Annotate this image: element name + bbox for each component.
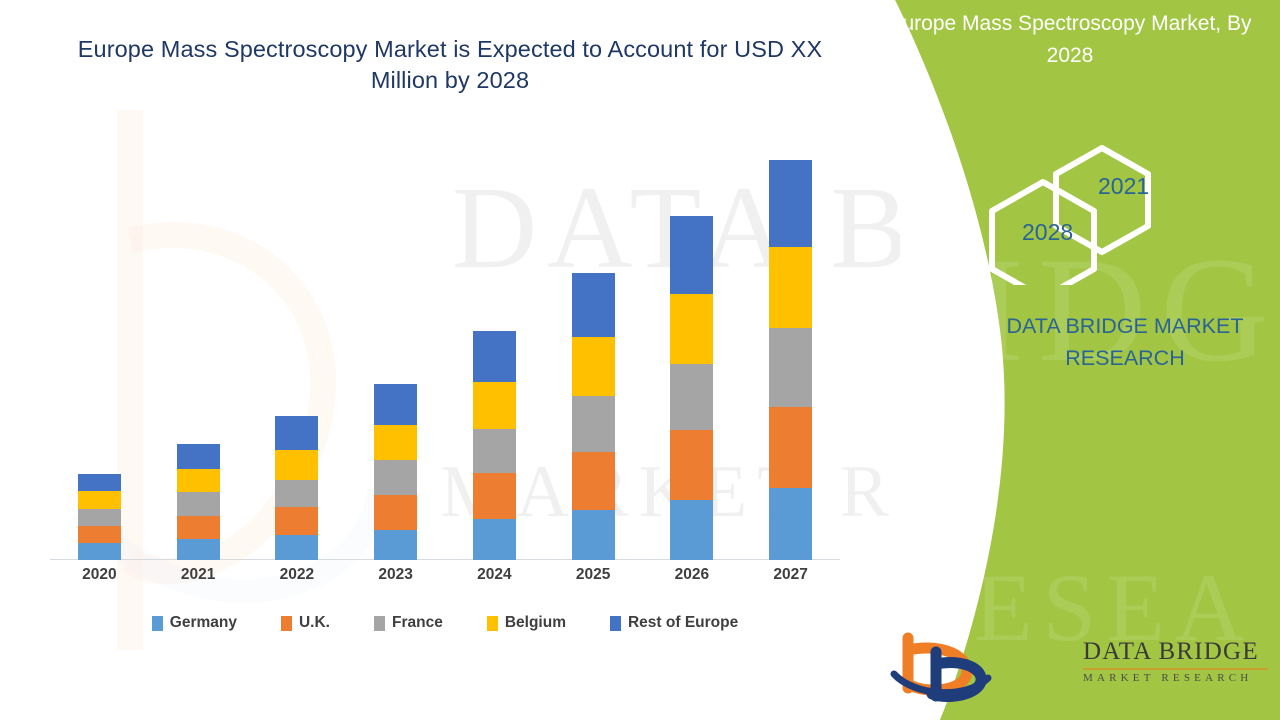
svg-text:RIDGE: RIDGE [860,227,1280,393]
hexagon-2021-icon [1053,145,1151,255]
x-axis-tick-2022: 2022 [279,566,315,583]
brand-name: DATA BRIDGE MARKET RESEARCH [1006,314,1244,370]
bar-segment-germany [374,529,418,560]
bar-segment-france [176,492,220,517]
chart-title: Europe Mass Spectroscopy Market is Expec… [77,36,823,93]
bar-segment-germany [77,542,121,560]
bar-segment-u-k [571,451,615,510]
bar-segment-rest-of-europe [275,416,319,450]
bar-segment-france [374,460,418,495]
bar-segment-rest-of-europe [472,330,516,382]
svg-text:RESEA: RESEA [900,554,1254,661]
bar-column-2025[interactable] [571,272,615,560]
legend-label: Germany [169,614,237,631]
x-axis-labels: 2020 2021 2022 2023 2024 2025 2026 2027 [50,566,840,592]
data-bridge-logo-icon [890,632,992,702]
bar-segment-belgium [769,246,813,329]
green-watermark: RIDGE RESEA [860,227,1280,661]
legend-swatch-icon [373,615,385,631]
bar-segment-u-k [374,494,418,530]
legend-item-belgium[interactable]: Belgium [486,614,566,632]
bar-segment-germany [176,538,220,560]
bar-column-2027[interactable] [769,160,813,560]
logo-text: DATA BRIDGE MARKET RESEARCH [1083,638,1280,684]
x-axis-tick-2024: 2024 [477,566,512,583]
bar-segment-u-k [670,430,714,500]
bar-segment-france [77,508,121,526]
bar-segment-germany [769,488,813,560]
bar-column-2021[interactable] [176,444,220,560]
x-axis-line [50,559,840,560]
hexagon-2028-icon [989,179,1097,285]
bar-segment-belgium [275,449,319,480]
bar-segment-germany [670,499,714,560]
bar-segment-u-k [176,516,220,539]
bar-segment-belgium [571,336,615,396]
bar-segment-u-k [769,406,813,489]
bar-column-2024[interactable] [472,330,516,560]
legend-item-germany[interactable]: Germany [151,614,237,632]
legend-label: Rest of Europe [627,614,739,631]
x-axis-tick-2023: 2023 [378,566,413,583]
legend-item-france[interactable]: France [373,614,443,632]
bar-segment-rest-of-europe [670,215,714,295]
bar-column-2026[interactable] [670,215,714,560]
bar-segment-rest-of-europe [571,272,615,337]
bar-column-2020[interactable] [77,474,121,560]
x-axis-tick-2027: 2027 [773,566,808,583]
legend-item-rest-of-europe[interactable]: Rest of Europe [609,614,739,632]
bar-segment-rest-of-europe [769,160,813,247]
bar-segment-germany [571,509,615,560]
x-axis-tick-2026: 2026 [674,566,710,583]
logo-subtitle: MARKET RESEARCH [1083,671,1253,684]
legend-label: France [391,614,443,631]
logo-wordmark: DATA BRIDGE [1083,638,1259,665]
bar-segment-france [472,429,516,474]
bar-column-2023[interactable] [374,384,418,560]
bar-segment-rest-of-europe [176,444,220,469]
legend-swatch-icon [151,615,163,631]
bar-column-2022[interactable] [275,416,319,560]
bar-segment-u-k [77,525,121,543]
bar-segment-belgium [670,294,714,364]
green-background-shape [895,0,1280,720]
panel-title: Europe Mass Spectroscopy Market, By 2028 [888,12,1252,67]
bar-segment-belgium [77,491,121,509]
legend-swatch-icon [280,615,292,631]
hexagon-2028-label: 2028 [1022,219,1074,245]
chart-legend: Germany U.K. France Belgium Rest of Europe [50,608,840,638]
legend-swatch-icon [486,615,498,631]
bar-segment-rest-of-europe [374,384,418,425]
bar-segment-france [769,328,813,407]
bar-segment-u-k [275,507,319,536]
bar-segment-belgium [374,424,418,461]
bar-segment-france [275,479,319,508]
legend-item-u-k[interactable]: U.K. [280,614,330,632]
x-axis-tick-2020: 2020 [82,566,117,583]
bar-segment-belgium [176,468,220,493]
x-axis-tick-2021: 2021 [180,566,216,583]
bar-segment-belgium [472,381,516,430]
bar-segment-germany [275,535,319,560]
bar-segment-germany [472,519,516,560]
bar-segment-u-k [472,473,516,520]
bar-segment-rest-of-europe [77,474,121,492]
chart-panel: DATA BRIDGE MARKET RESEARCH Europe Mass … [50,36,900,650]
bar-segment-france [571,395,615,452]
x-axis-tick-2025: 2025 [575,566,611,583]
green-side-panel: RIDGE RESEA Europe Mass Spectroscopy Mar… [840,0,1280,720]
bar-segment-france [670,363,714,431]
hexagon-group [989,145,1151,285]
legend-swatch-icon [609,615,621,631]
plot-area [50,130,840,560]
legend-label: Belgium [504,614,566,631]
logo-divider [1083,668,1268,670]
legend-label: U.K. [298,614,330,631]
hexagon-2021-label: 2021 [1098,173,1150,199]
